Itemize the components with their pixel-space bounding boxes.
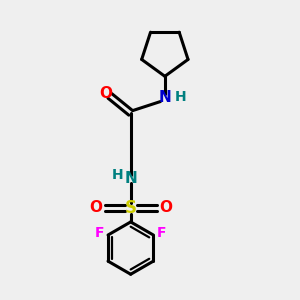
Text: O: O <box>99 86 112 101</box>
Text: H: H <box>175 90 186 104</box>
Text: O: O <box>160 200 172 215</box>
Text: F: F <box>95 226 104 240</box>
Text: N: N <box>124 171 137 186</box>
Text: N: N <box>158 91 171 106</box>
Text: H: H <box>112 168 123 182</box>
Text: S: S <box>125 199 137 217</box>
Text: O: O <box>89 200 102 215</box>
Text: F: F <box>157 226 166 240</box>
